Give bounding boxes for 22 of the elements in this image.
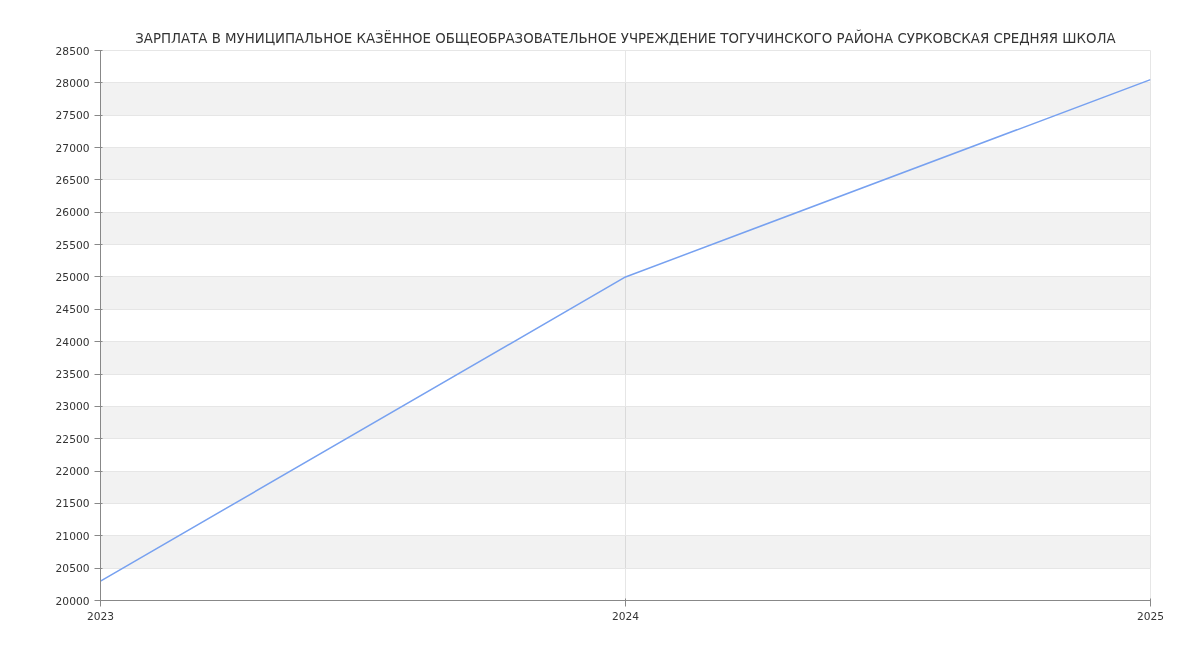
y-tick-label: 21000 <box>55 529 90 543</box>
y-tick-label: 25000 <box>55 270 90 284</box>
y-tick-label: 23000 <box>55 400 90 414</box>
y-tick-label: 23500 <box>55 368 90 382</box>
chart-title: ЗАРПЛАТА В МУНИЦИПАЛЬНОЕ КАЗЁННОЕ ОБЩЕОБРАЗОВАТЕЛЬНОЕ УЧРЕЖДЕНИЕ ТОГУЧИНСКОГО РАЙОНА СУРКОВСКАЯ СРЕДНЯЯ ШКОЛА <box>135 28 1116 46</box>
y-tick-label: 28500 <box>55 44 90 58</box>
y-tick-label: 28000 <box>55 76 90 90</box>
y-tick-label: 22000 <box>55 465 90 479</box>
y-tick-label: 24500 <box>55 303 90 317</box>
x-tick-label: 2024 <box>611 609 640 623</box>
y-tick-label: 26500 <box>55 173 90 187</box>
x-tick-label: 2023 <box>86 609 115 623</box>
y-tick-label: 20500 <box>55 562 90 576</box>
y-tick-label: 27500 <box>55 109 90 123</box>
y-tick-label: 20000 <box>55 594 90 608</box>
x-tick-label: 2025 <box>1136 609 1165 623</box>
y-tick-label: 25500 <box>55 238 90 252</box>
y-tick-label: 21500 <box>55 497 90 511</box>
y-tick-label: 24000 <box>55 335 90 349</box>
y-tick-label: 27000 <box>55 141 90 155</box>
y-tick-label: 26000 <box>55 206 90 220</box>
y-tick-label: 22500 <box>55 432 90 446</box>
